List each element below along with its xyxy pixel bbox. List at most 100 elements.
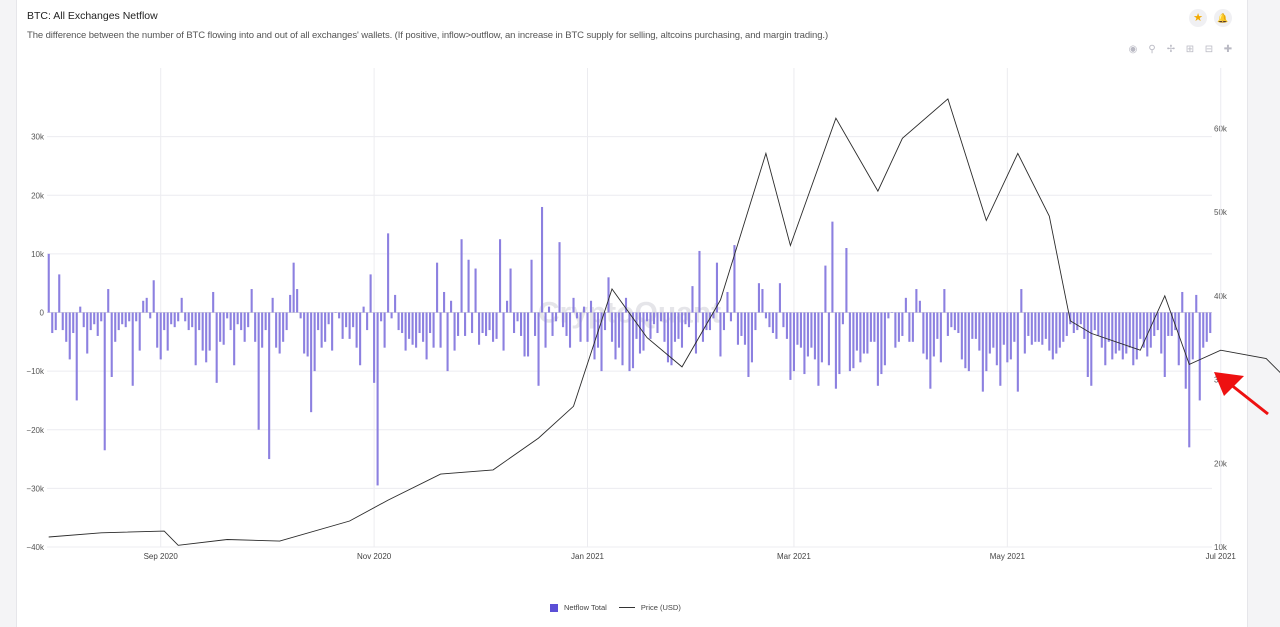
netflow-bar bbox=[506, 300, 509, 313]
y-left-tick-label: 30k bbox=[31, 133, 45, 142]
camera-icon[interactable]: ◉ bbox=[1128, 44, 1138, 55]
netflow-bar bbox=[236, 312, 239, 325]
netflow-bar bbox=[485, 312, 488, 336]
netflow-bar bbox=[117, 312, 120, 331]
legend-netflow-label[interactable]: Netflow Total bbox=[564, 603, 607, 612]
netflow-bar bbox=[610, 312, 614, 342]
autoscale-icon[interactable]: ✚ bbox=[1223, 44, 1233, 55]
netflow-bar bbox=[624, 297, 628, 313]
netflow-bar bbox=[785, 312, 788, 339]
netflow-bar bbox=[439, 312, 442, 348]
netflow-bar bbox=[264, 312, 267, 331]
netflow-bar bbox=[1041, 312, 1044, 345]
netflow-bar bbox=[848, 312, 851, 372]
netflow-bar bbox=[922, 312, 925, 354]
netflow-bar bbox=[425, 312, 428, 360]
netflow-bar bbox=[684, 312, 687, 325]
y-left-tick-label: 10k bbox=[31, 250, 45, 259]
netflow-bar bbox=[645, 312, 649, 322]
netflow-bar bbox=[1065, 312, 1068, 336]
netflow-bar bbox=[603, 312, 607, 331]
netflow-bar bbox=[397, 312, 400, 331]
netflow-bar bbox=[1097, 312, 1100, 336]
zoom-icon[interactable]: ⚲ bbox=[1148, 44, 1156, 55]
netflow-bar bbox=[1177, 312, 1180, 366]
netflow-bar bbox=[313, 312, 316, 372]
netflow-bar bbox=[1163, 312, 1166, 377]
zoom-out-icon[interactable]: ⊟ bbox=[1204, 44, 1214, 55]
netflow-bar bbox=[1188, 312, 1191, 448]
netflow-bar bbox=[478, 312, 481, 345]
netflow-bar bbox=[1121, 312, 1124, 360]
netflow-bar bbox=[995, 312, 998, 366]
netflow-bar bbox=[782, 312, 785, 328]
netflow-bar bbox=[1128, 312, 1131, 348]
arrow-head bbox=[1214, 372, 1244, 396]
netflow-bar bbox=[320, 312, 323, 348]
bell-icon[interactable]: 🔔 bbox=[1214, 9, 1232, 27]
netflow-bar bbox=[138, 312, 141, 351]
netflow-bar bbox=[1030, 312, 1033, 345]
netflow-bar bbox=[670, 312, 673, 366]
y-left-tick-label: −10k bbox=[26, 367, 45, 376]
netflow-bar bbox=[79, 306, 82, 313]
netflow-bar bbox=[981, 312, 984, 392]
netflow-bar bbox=[142, 300, 145, 313]
netflow-bar bbox=[873, 312, 876, 342]
netflow-bar bbox=[1079, 312, 1082, 325]
netflow-bar bbox=[705, 312, 708, 331]
netflow-bar bbox=[558, 242, 561, 313]
netflow-bar bbox=[1125, 312, 1128, 354]
netflow-bar bbox=[855, 312, 858, 351]
netflow-bar bbox=[1195, 294, 1198, 313]
netflow-bar bbox=[1191, 312, 1194, 360]
netflow-bar bbox=[999, 312, 1002, 386]
netflow-bar bbox=[103, 312, 106, 451]
netflow-bar bbox=[65, 312, 68, 342]
pan-icon[interactable]: ✢ bbox=[1166, 44, 1176, 55]
netflow-bar bbox=[911, 312, 914, 342]
netflow-bar bbox=[736, 312, 740, 345]
netflow-bar bbox=[750, 312, 753, 363]
netflow-bar bbox=[852, 312, 855, 369]
netflow-bar bbox=[537, 312, 540, 386]
y-left-tick-label: 0 bbox=[40, 309, 45, 318]
netflow-bar bbox=[733, 245, 736, 313]
netflow-bar bbox=[957, 312, 960, 334]
netflow-bar bbox=[754, 312, 757, 331]
netflow-bar bbox=[978, 312, 981, 351]
netflow-bar bbox=[215, 312, 218, 383]
netflow-bar bbox=[408, 312, 411, 339]
netflow-bar bbox=[747, 312, 750, 377]
netflow-bar bbox=[303, 312, 306, 354]
netflow-bar bbox=[666, 312, 670, 363]
x-tick-label: May 2021 bbox=[990, 552, 1026, 561]
netflow-bar bbox=[390, 312, 393, 319]
chart-title: BTC: All Exchanges Netflow bbox=[27, 10, 158, 22]
netflow-bar bbox=[1100, 312, 1103, 348]
netflow-bar bbox=[72, 312, 75, 334]
netflow-bar bbox=[75, 312, 78, 401]
zoom-in-icon[interactable]: ⊞ bbox=[1185, 44, 1195, 55]
netflow-bar bbox=[866, 312, 869, 354]
chart-legend: Netflow Total Price (USD) bbox=[550, 603, 681, 612]
netflow-bar bbox=[47, 253, 50, 313]
netflow-bar bbox=[775, 312, 778, 339]
netflow-bar bbox=[401, 312, 404, 334]
netflow-bar bbox=[460, 239, 463, 313]
netflow-bar bbox=[89, 312, 92, 331]
netflow-bar bbox=[93, 312, 96, 325]
netflow-bar bbox=[191, 312, 194, 328]
netflow-bar bbox=[519, 312, 523, 336]
netflow-bar bbox=[635, 312, 638, 339]
star-icon[interactable]: ★ bbox=[1189, 9, 1207, 27]
netflow-bar bbox=[887, 312, 890, 319]
netflow-bar bbox=[1149, 312, 1152, 348]
netflow-bar bbox=[1016, 312, 1019, 392]
legend-price-label[interactable]: Price (USD) bbox=[640, 603, 681, 612]
arrow-shaft bbox=[1229, 382, 1269, 416]
netflow-bar bbox=[1083, 312, 1086, 339]
netflow-bar bbox=[432, 312, 435, 348]
netflow-bar bbox=[271, 297, 274, 313]
netflow-bar bbox=[771, 312, 774, 334]
